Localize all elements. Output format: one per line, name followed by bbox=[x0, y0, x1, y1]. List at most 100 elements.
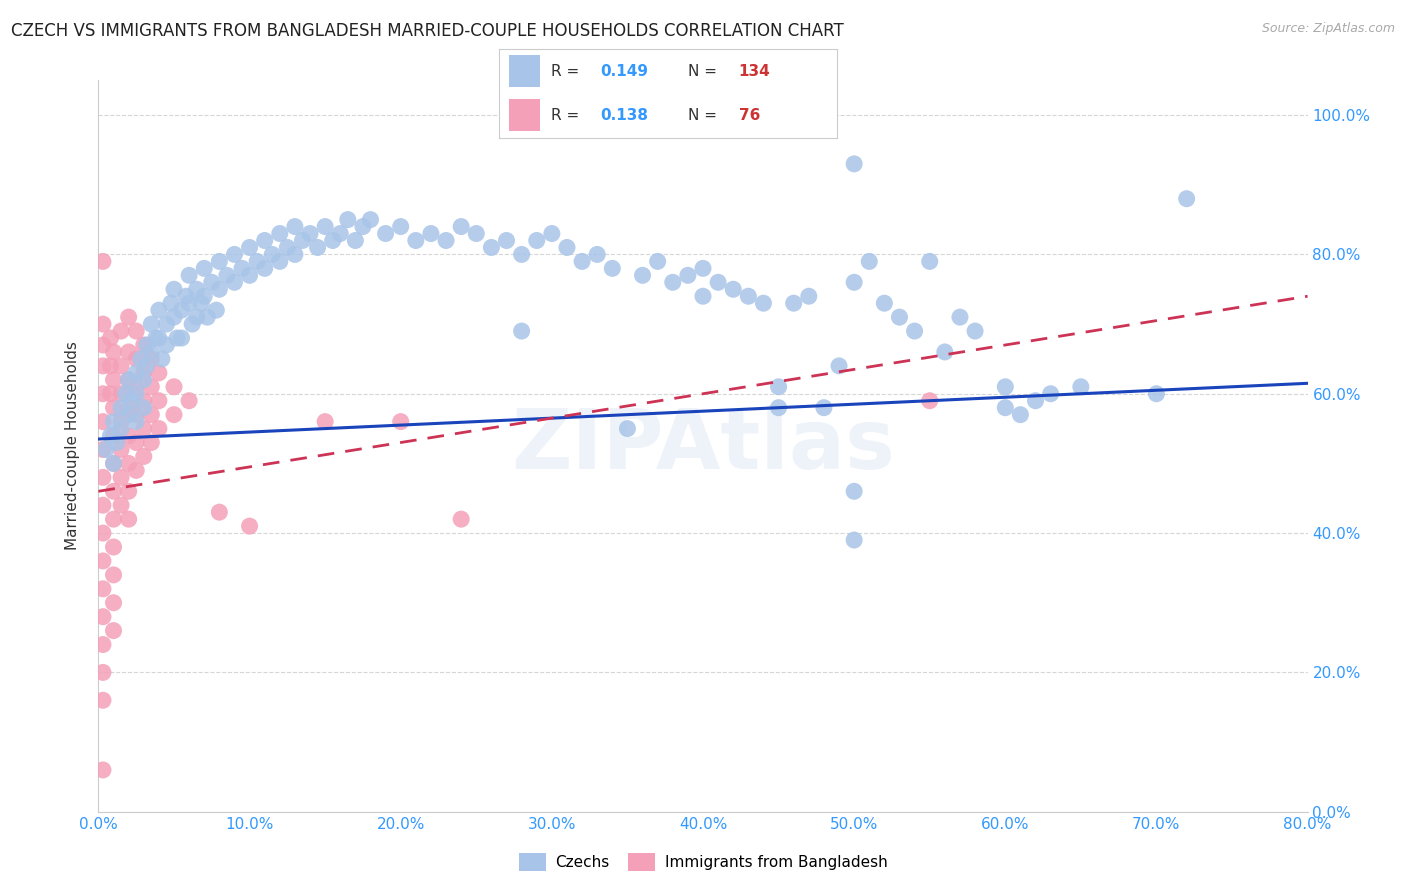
Point bbox=[405, 234, 427, 248]
Point bbox=[1144, 386, 1167, 401]
Point bbox=[540, 227, 562, 241]
Point bbox=[352, 219, 374, 234]
Point bbox=[118, 373, 141, 387]
Point bbox=[160, 296, 183, 310]
Point bbox=[299, 227, 322, 241]
Point bbox=[965, 324, 987, 338]
Point bbox=[114, 386, 136, 401]
Point bbox=[91, 638, 114, 652]
Point bbox=[166, 331, 188, 345]
Point bbox=[125, 380, 148, 394]
Point bbox=[692, 289, 714, 303]
Y-axis label: Married-couple Households: Married-couple Households bbox=[65, 342, 80, 550]
Text: R =: R = bbox=[551, 64, 585, 78]
Point bbox=[125, 408, 148, 422]
Point bbox=[103, 596, 125, 610]
Point bbox=[91, 359, 114, 373]
Point bbox=[1070, 380, 1092, 394]
Point bbox=[934, 345, 956, 359]
Point bbox=[239, 240, 262, 254]
Point bbox=[181, 317, 204, 331]
Point bbox=[450, 219, 472, 234]
Point bbox=[141, 351, 163, 366]
Point bbox=[661, 275, 683, 289]
Point bbox=[193, 261, 215, 276]
Point bbox=[91, 609, 114, 624]
Point bbox=[103, 484, 125, 499]
Point bbox=[322, 234, 344, 248]
Point bbox=[135, 359, 157, 373]
Point bbox=[155, 317, 177, 331]
Point bbox=[571, 254, 593, 268]
Point bbox=[141, 408, 163, 422]
Point bbox=[91, 526, 114, 541]
Point bbox=[118, 484, 141, 499]
Point bbox=[329, 227, 352, 241]
Point bbox=[91, 317, 114, 331]
Point bbox=[918, 254, 941, 268]
Point bbox=[510, 247, 533, 261]
Point bbox=[141, 435, 163, 450]
Point bbox=[844, 275, 866, 289]
Point bbox=[179, 268, 201, 283]
Point bbox=[132, 366, 155, 380]
Point bbox=[253, 234, 276, 248]
Point bbox=[145, 331, 167, 345]
Point bbox=[195, 310, 218, 325]
Point bbox=[783, 296, 806, 310]
Point bbox=[205, 303, 228, 318]
Point bbox=[91, 665, 114, 680]
Point bbox=[110, 386, 132, 401]
Point bbox=[1024, 393, 1046, 408]
Point bbox=[602, 261, 624, 276]
Point bbox=[118, 408, 141, 422]
Point bbox=[768, 380, 790, 394]
Point bbox=[141, 380, 163, 394]
Point bbox=[797, 289, 820, 303]
FancyBboxPatch shape bbox=[509, 99, 540, 131]
Point bbox=[193, 289, 215, 303]
Point bbox=[103, 345, 125, 359]
Text: 134: 134 bbox=[738, 64, 770, 78]
Point bbox=[103, 415, 125, 429]
Point bbox=[239, 519, 262, 533]
Point bbox=[555, 240, 578, 254]
Point bbox=[103, 624, 125, 638]
Point bbox=[344, 234, 367, 248]
Point bbox=[1010, 408, 1032, 422]
Point bbox=[121, 393, 143, 408]
Point bbox=[752, 296, 775, 310]
Point bbox=[170, 331, 193, 345]
Point bbox=[110, 470, 132, 484]
Point bbox=[262, 247, 284, 261]
Point bbox=[276, 240, 298, 254]
Point bbox=[510, 324, 533, 338]
Legend: Czechs, Immigrants from Bangladesh: Czechs, Immigrants from Bangladesh bbox=[513, 847, 893, 877]
Point bbox=[889, 310, 911, 325]
Text: ZIPAtlas: ZIPAtlas bbox=[510, 406, 896, 486]
Point bbox=[291, 234, 314, 248]
Point bbox=[110, 498, 132, 512]
Point bbox=[828, 359, 851, 373]
Point bbox=[125, 435, 148, 450]
Point bbox=[103, 457, 125, 471]
Point bbox=[132, 373, 155, 387]
Point bbox=[118, 310, 141, 325]
Point bbox=[103, 512, 125, 526]
Point bbox=[269, 227, 291, 241]
Point bbox=[110, 442, 132, 457]
Text: R =: R = bbox=[551, 108, 585, 122]
Point bbox=[737, 289, 759, 303]
Point bbox=[858, 254, 880, 268]
Point bbox=[148, 421, 170, 435]
Point bbox=[813, 401, 835, 415]
Point bbox=[91, 763, 114, 777]
Point bbox=[110, 415, 132, 429]
Point bbox=[91, 582, 114, 596]
Point bbox=[110, 324, 132, 338]
Point bbox=[110, 401, 132, 415]
Point bbox=[949, 310, 972, 325]
Point bbox=[239, 268, 262, 283]
Point bbox=[224, 275, 246, 289]
Point bbox=[994, 380, 1017, 394]
